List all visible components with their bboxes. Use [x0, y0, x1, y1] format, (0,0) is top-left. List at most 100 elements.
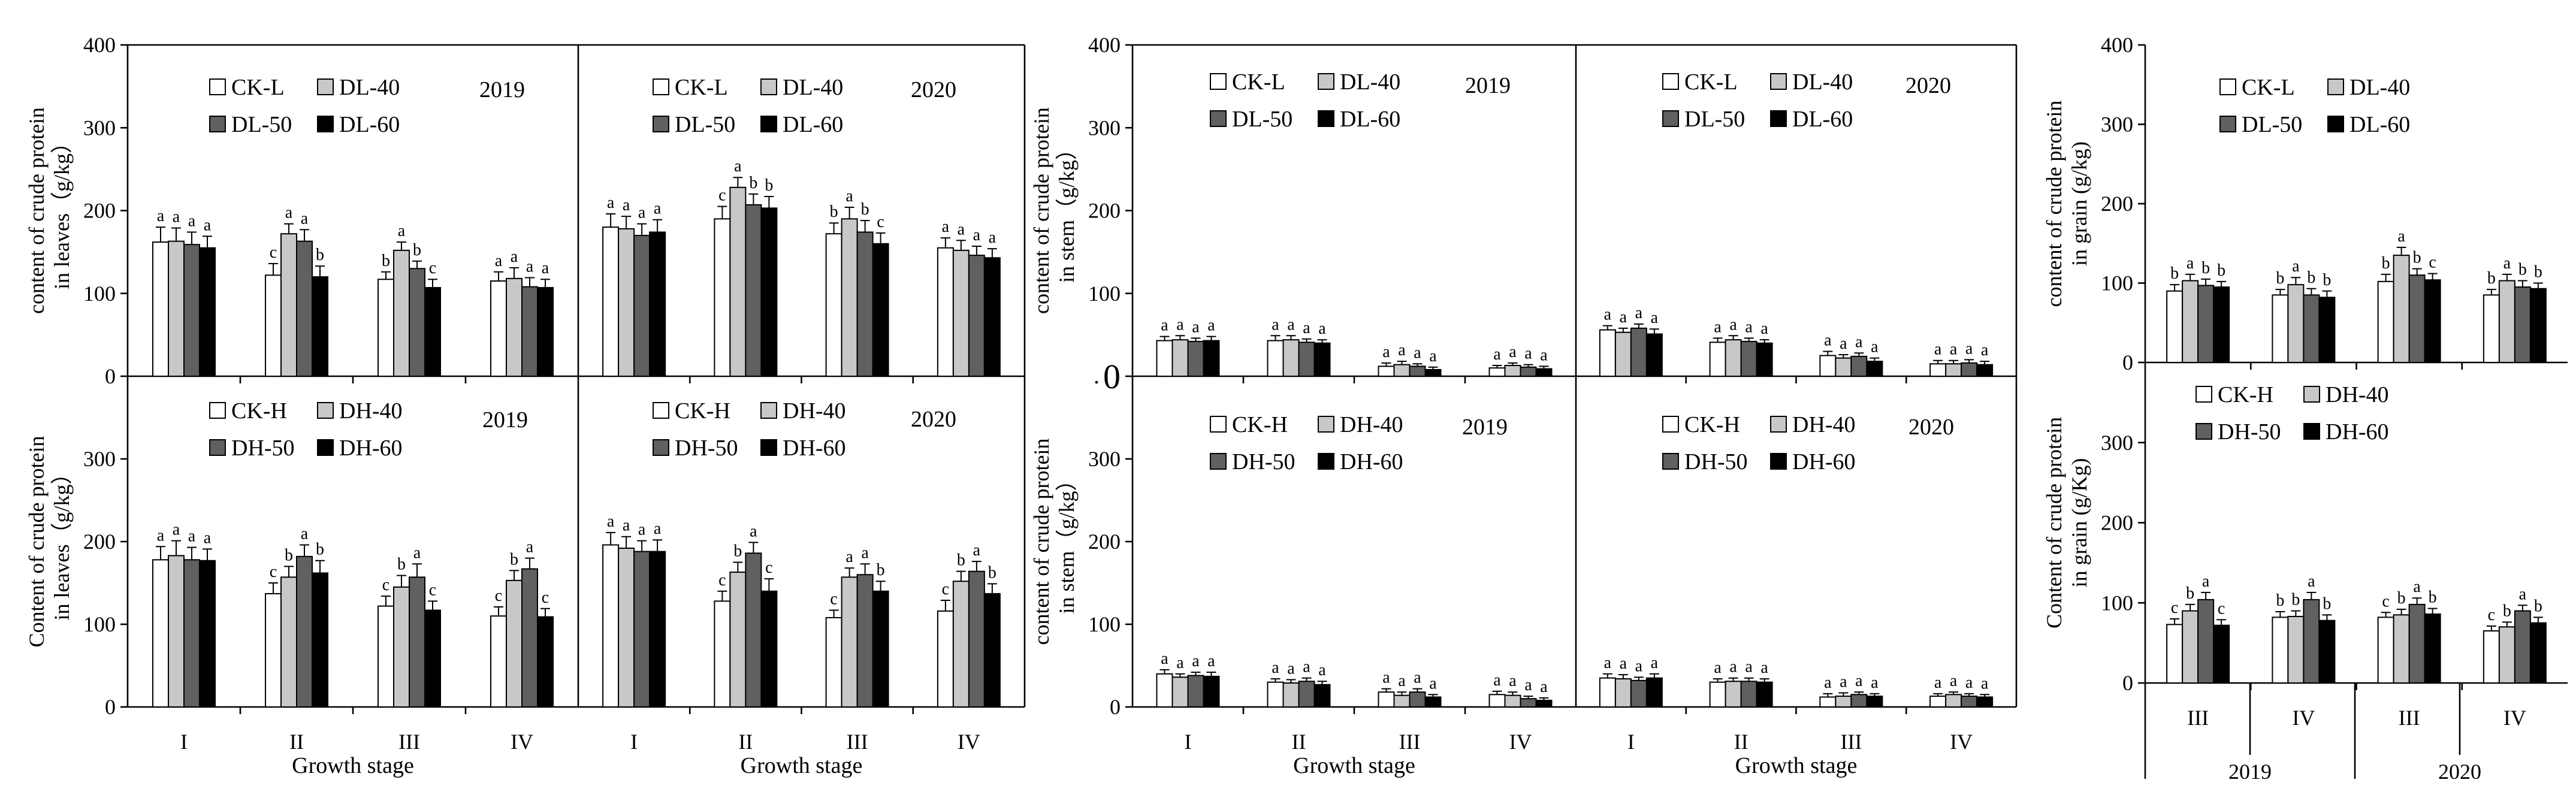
bar-CK-H-4 — [2483, 630, 2500, 684]
y-tick-label: 0 — [105, 364, 116, 388]
bar-CK-H-2 — [714, 600, 731, 708]
legend-swatch-DL-40 — [1770, 73, 1787, 90]
y-tick-label: 200 — [1088, 530, 1121, 554]
legend-label: CK-H — [2218, 382, 2273, 407]
significance-letter: a — [1272, 315, 1279, 334]
bar-DH-60-3 — [2424, 613, 2441, 684]
x-tick-label: I — [1185, 730, 1192, 754]
significance-letter: a — [1176, 315, 1184, 334]
significance-letter: a — [734, 157, 742, 176]
significance-letter: a — [1429, 674, 1437, 693]
x-tick-label: II — [738, 730, 753, 754]
bar-DH-50-4 — [968, 570, 985, 708]
year-label: 2020 — [1905, 73, 1951, 98]
significance-letter: a — [2292, 257, 2300, 276]
significance-letter: a — [301, 209, 309, 228]
significance-letter: a — [1620, 654, 1627, 673]
legend-swatch-DL-50 — [1662, 110, 1679, 127]
bar-DL-50-3 — [409, 268, 425, 377]
significance-letter: a — [1604, 654, 1612, 672]
legend-swatch-CK-L — [1210, 73, 1227, 90]
bar-DL-40-1 — [2182, 280, 2199, 363]
legend-label: DL-60 — [1340, 107, 1400, 132]
legend-label: DH-40 — [783, 398, 846, 424]
bar-DH-60-3 — [1866, 696, 1883, 708]
significance-letter: a — [1745, 318, 1753, 336]
significance-letter: a — [1509, 343, 1517, 361]
bar-CK-L-2 — [265, 274, 282, 377]
legend-swatch-DL-50 — [653, 116, 669, 132]
y-tick-label: 400 — [83, 33, 116, 57]
bar-DL-40-1 — [168, 240, 185, 377]
bar-DL-50-2 — [296, 240, 313, 377]
bar-DH-40-1 — [2182, 610, 2199, 684]
y-tick-label: 100 — [1088, 612, 1121, 636]
significance-letter: b — [2186, 584, 2194, 603]
bar-DL-40-4 — [1504, 365, 1521, 377]
bar-DL-40-4 — [506, 277, 523, 377]
bar-DL-60-4 — [537, 287, 554, 377]
bar-DL-60-4 — [2529, 288, 2547, 363]
bar-DL-60-3 — [872, 243, 889, 377]
significance-letter: a — [2202, 572, 2210, 591]
bar-DH-60-2 — [2318, 619, 2336, 684]
year-group-label: 2019 — [2228, 760, 2272, 784]
year-label: 2020 — [911, 77, 956, 102]
bar-DL-50-1 — [1187, 340, 1204, 377]
significance-letter: a — [1840, 673, 1847, 691]
legend-label: DH-40 — [1792, 412, 1856, 437]
legend-swatch-DL-60 — [2327, 116, 2344, 132]
bar-DH-40-1 — [1614, 678, 1632, 708]
bar-DL-40-4 — [2498, 280, 2515, 363]
bar-DL-40-4 — [952, 249, 970, 377]
bar-DL-40-3 — [841, 218, 858, 377]
significance-letter: a — [1493, 671, 1501, 690]
significance-letter: a — [607, 512, 615, 531]
legend-swatch-DL-40 — [2327, 78, 2344, 95]
y-tick-label: 300 — [83, 447, 116, 471]
bar-DH-50-3 — [409, 576, 425, 708]
bar-DL-40-3 — [1835, 357, 1852, 377]
y-axis-title: in grain (g/Kg) — [2067, 458, 2091, 588]
significance-letter: b — [957, 551, 965, 570]
significance-letter: a — [188, 211, 196, 230]
significance-letter: c — [270, 563, 277, 581]
y-tick-label: 200 — [2101, 192, 2133, 216]
legend-swatch-DH-50 — [1662, 453, 1679, 470]
legend-label: DH-50 — [1232, 449, 1295, 474]
bar-DL-50-3 — [1409, 365, 1426, 377]
legend-label: DL-50 — [231, 112, 292, 137]
bar-DL-40-4 — [1945, 363, 1962, 377]
x-tick-label: IV — [958, 730, 980, 754]
bar-DL-50-3 — [2408, 274, 2426, 363]
legend-label: DH-50 — [1684, 449, 1748, 474]
significance-letter: a — [2413, 578, 2421, 596]
significance-letter: a — [511, 247, 518, 266]
y-tick-label: 400 — [1088, 33, 1121, 57]
legend-label: DH-60 — [1792, 449, 1856, 474]
bar-CK-L-3 — [378, 279, 394, 377]
legend-label: DL-40 — [783, 75, 843, 100]
significance-letter: a — [1176, 654, 1184, 672]
bar-CK-H-4 — [1929, 696, 1947, 708]
bar-DH-40-3 — [1835, 696, 1852, 708]
legend-label: DH-40 — [339, 398, 403, 424]
legend-swatch-DL-40 — [760, 78, 777, 95]
bar-DH-50-2 — [1740, 681, 1757, 708]
bar-CK-L-1 — [602, 226, 620, 377]
legend-label: DH-60 — [339, 436, 403, 461]
y-tick-label: 100 — [1088, 282, 1121, 306]
bar-DL-50-2 — [2303, 294, 2320, 363]
bar-CK-H-2 — [2272, 616, 2289, 684]
bar-DH-50-2 — [296, 555, 313, 708]
legend-swatch-DH-60 — [2303, 423, 2320, 440]
bar-CK-H-3 — [1819, 696, 1837, 708]
legend-swatch-DH-50 — [653, 439, 669, 456]
chart-leaf-low-2019: 0 100 200 300 400 content of crude protein in … — [25, 33, 578, 388]
significance-letter: b — [2518, 261, 2527, 279]
bar-DH-40-4 — [952, 581, 970, 708]
significance-letter: a — [1382, 343, 1390, 361]
year-label: 2019 — [482, 407, 528, 433]
